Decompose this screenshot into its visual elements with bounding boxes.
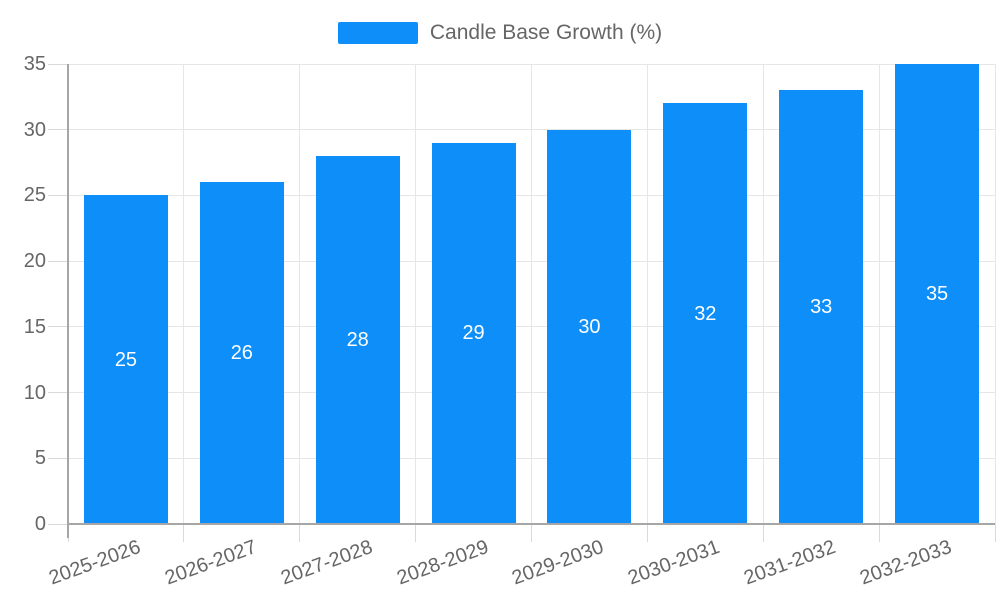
gridline-vertical <box>299 64 301 524</box>
gridline-vertical <box>415 64 417 524</box>
bar-2027-2028 <box>315 156 400 524</box>
bar-2028-2029 <box>431 142 516 524</box>
gridline-vertical <box>183 64 185 524</box>
gridline-vertical <box>646 64 648 524</box>
y-axis-tick-label: 15 <box>23 315 46 338</box>
y-axis-tick-label: 30 <box>23 118 46 141</box>
bar-2031-2032 <box>779 90 864 524</box>
y-axis-tick-label: 5 <box>34 447 46 470</box>
y-axis-tick-label: 35 <box>23 53 46 75</box>
bar-2030-2031 <box>663 103 748 524</box>
gridline-vertical <box>994 64 996 524</box>
x-axis-line <box>68 523 995 525</box>
y-axis-tick-label: 10 <box>23 381 46 404</box>
legend-label: Candle Base Growth (%) <box>429 21 663 44</box>
bar-value-label: 29 <box>462 322 485 345</box>
bar-value-label: 28 <box>346 329 369 351</box>
y-axis-line <box>67 64 69 538</box>
bar-value-label: 26 <box>230 342 253 365</box>
x-tick-mark <box>299 524 301 542</box>
gridline-vertical <box>878 64 880 524</box>
bar-value-label: 33 <box>810 296 833 319</box>
bar-value-label: 25 <box>114 348 138 371</box>
x-tick-mark <box>531 524 532 542</box>
x-tick-mark <box>183 524 185 542</box>
x-tick-mark <box>994 524 996 542</box>
x-tick-mark <box>762 524 764 542</box>
y-tick-mark <box>48 194 68 196</box>
bar-2032-2033 <box>895 64 980 524</box>
y-tick-mark <box>48 260 68 262</box>
x-tick-mark <box>878 524 880 542</box>
bar-value-label: 30 <box>578 315 601 338</box>
y-axis-tick-label: 25 <box>23 184 46 207</box>
y-axis-tick-label: 20 <box>23 250 46 273</box>
x-tick-mark <box>646 524 648 542</box>
x-tick-mark <box>415 524 417 542</box>
y-tick-mark <box>48 63 68 65</box>
y-tick-mark <box>48 457 68 459</box>
bar-value-label: 32 <box>694 302 717 325</box>
y-tick-mark <box>48 129 68 131</box>
y-tick-mark <box>48 523 68 525</box>
y-tick-mark <box>48 392 68 394</box>
bar-value-label: 35 <box>925 283 949 305</box>
y-axis-tick-label: 0 <box>34 513 46 535</box>
gridline-vertical <box>762 64 764 524</box>
gridline-vertical <box>531 64 532 524</box>
legend[interactable]: Candle Base Growth (%) <box>0 20 1000 46</box>
legend-swatch <box>337 22 418 44</box>
y-tick-mark <box>48 326 68 328</box>
bar-2029-2030 <box>547 129 632 524</box>
bar-2025-2026 <box>83 195 168 524</box>
bar-2026-2027 <box>199 182 284 524</box>
